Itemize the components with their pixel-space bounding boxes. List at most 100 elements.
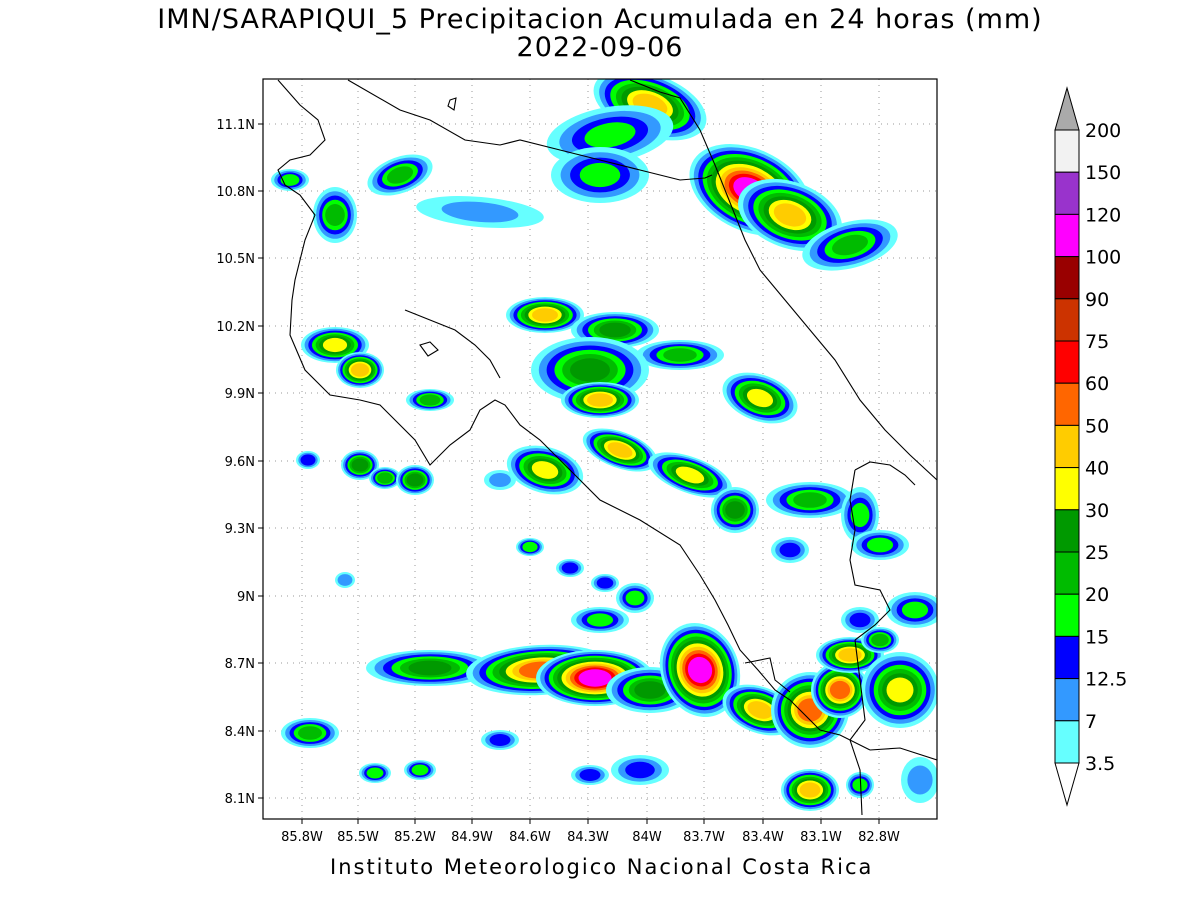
lat-tick-label: 9N	[237, 590, 255, 605]
colorbar-label: 40	[1085, 458, 1109, 480]
lon-tick-label: 85.8W	[281, 830, 323, 845]
colorbar-label: 50	[1085, 415, 1109, 437]
precip-contour	[441, 201, 519, 223]
precip-contour	[596, 577, 614, 589]
precip-contour	[337, 574, 353, 586]
colorbar-label: 60	[1085, 373, 1109, 395]
coastline-borders	[277, 79, 937, 816]
precip-contour	[351, 458, 369, 472]
precip-contour	[625, 761, 655, 779]
precip-contour	[489, 473, 511, 487]
precip-contour	[406, 473, 424, 487]
lat-tick-label: 10.2N	[216, 320, 255, 335]
colorbar-swatch	[1054, 678, 1080, 722]
precip-contour	[587, 393, 613, 407]
lat-tick-label: 10.5N	[216, 252, 255, 267]
precip-contour	[579, 769, 601, 781]
lon-tick-label: 83.1W	[800, 830, 842, 845]
precip-contour	[411, 764, 429, 776]
colorbar-swatch	[1054, 298, 1080, 342]
colorbar-swatch	[1054, 340, 1080, 384]
colorbar-swatch	[1054, 213, 1080, 258]
precip-contour	[663, 348, 697, 362]
lat-tick-label: 11.1N	[216, 118, 255, 133]
precip-contour	[377, 472, 393, 484]
precip-contour	[746, 388, 774, 408]
axis-ticks: 11.1N 10.8N 10.5N 10.2N 9.9N 9.6N 9.3N 9N 8.7N 8.…	[216, 118, 900, 845]
lat-tick-label: 9.6N	[225, 455, 255, 470]
colorbar-swatch	[1054, 467, 1080, 511]
plot-frame	[262, 78, 938, 820]
colorbar-label: 15	[1085, 626, 1109, 648]
lon-tick-label: 84.3W	[567, 830, 609, 845]
precip-contour	[599, 322, 631, 338]
precip-contour	[578, 669, 612, 687]
precip-contour	[325, 204, 345, 226]
lon-tick-label: 83.7W	[683, 830, 725, 845]
colorbar-label: 150	[1085, 162, 1121, 184]
precip-contour	[522, 541, 538, 553]
colorbar-swatch	[1054, 635, 1080, 680]
precip-contour	[489, 734, 511, 746]
colorbar-label: 7	[1085, 711, 1097, 733]
colorbar-swatch	[1054, 171, 1080, 215]
colorbar-top-arrow	[1054, 86, 1080, 131]
precip-contour	[561, 562, 579, 574]
precipitation-field	[271, 79, 937, 811]
precip-contour	[852, 778, 868, 792]
precip-contour	[779, 542, 801, 558]
precip-contour	[298, 726, 322, 740]
precip-contour	[687, 656, 713, 684]
precip-contour	[607, 442, 633, 458]
colorbar-swatch	[1054, 129, 1080, 173]
lon-tick-label: 82.8W	[858, 830, 900, 845]
colorbar-label: 100	[1085, 247, 1121, 269]
colorbar-swatch	[1054, 424, 1080, 469]
precip-contour	[832, 234, 868, 256]
precip-contour	[829, 680, 851, 700]
lon-tick-label: 84W	[632, 830, 662, 845]
lon-tick-label: 84.6W	[509, 830, 551, 845]
colorbar-label: 20	[1085, 584, 1109, 606]
lon-tick-label: 83.4W	[742, 830, 784, 845]
lon-tick-label: 85.5W	[337, 830, 379, 845]
lat-tick-label: 8.1N	[225, 792, 255, 807]
precip-contour	[634, 681, 666, 699]
precip-contour	[773, 203, 807, 227]
colorbar-swatch	[1054, 382, 1080, 426]
precip-contour	[386, 166, 414, 184]
colorbar-swatch	[1054, 720, 1080, 764]
colorbar-label: 90	[1085, 289, 1109, 311]
precip-contour	[838, 648, 862, 662]
precip-contour	[901, 601, 929, 619]
colorbar-label: 30	[1085, 500, 1109, 522]
lat-tick-label: 9.3N	[225, 522, 255, 537]
colorbar-swatch	[1054, 593, 1080, 637]
lon-tick-label: 85.2W	[394, 830, 436, 845]
colorbar-legend: 200 150 120 100 90 75 60 50 40 30 25 20 15 12.5 7 3.5	[1054, 86, 1127, 807]
lat-tick-label: 8.7N	[225, 657, 255, 672]
precip-contour	[675, 466, 705, 484]
precip-contour	[625, 590, 645, 606]
precip-contour	[579, 162, 621, 188]
precip-contour	[586, 613, 614, 627]
precip-contour	[907, 765, 933, 795]
lat-tick-label: 8.4N	[225, 725, 255, 740]
precip-contour	[850, 502, 870, 528]
lat-tick-label: 10.8N	[216, 185, 255, 200]
precip-contour	[322, 337, 348, 353]
precip-contour	[300, 454, 316, 466]
colorbar-label: 120	[1085, 204, 1121, 226]
precip-contour	[871, 633, 889, 647]
colorbar-swatch	[1054, 256, 1080, 300]
precip-contour	[531, 461, 559, 479]
precip-contour	[584, 122, 636, 148]
precip-contour	[793, 492, 827, 508]
precip-contour	[366, 767, 384, 779]
colorbar-bottom-arrow	[1054, 762, 1080, 807]
precip-contour	[747, 701, 773, 719]
lon-tick-label: 84.9W	[451, 830, 493, 845]
colorbar-label: 12.5	[1085, 669, 1127, 691]
colorbar-swatch	[1054, 509, 1080, 553]
